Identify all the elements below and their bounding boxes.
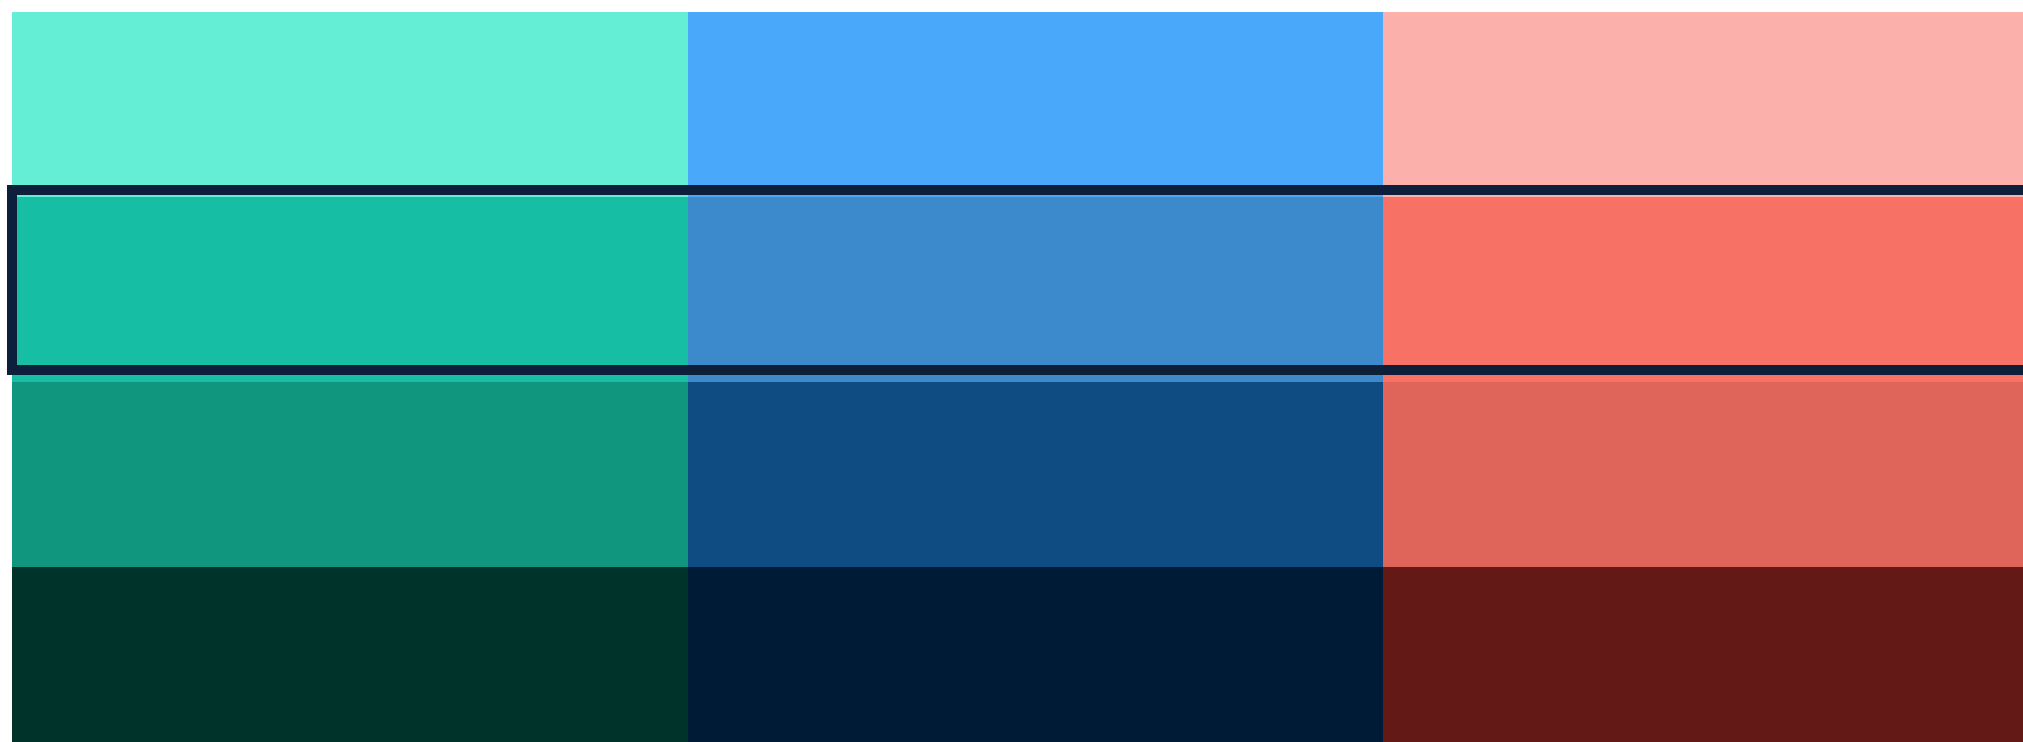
swatch-teal-dark[interactable] <box>12 382 688 567</box>
swatch-blue-darkest[interactable] <box>688 567 1383 742</box>
swatch-blue-dark[interactable] <box>688 382 1383 567</box>
swatch-teal-light[interactable] <box>12 12 688 197</box>
color-palette-grid <box>12 12 2023 742</box>
swatch-teal-darkest[interactable] <box>12 567 688 742</box>
swatch-blue-light[interactable] <box>688 12 1383 197</box>
swatch-red-light[interactable] <box>1383 12 2023 197</box>
swatch-red-dark[interactable] <box>1383 382 2023 567</box>
selected-row-outline <box>7 185 2023 375</box>
swatch-red-darkest[interactable] <box>1383 567 2023 742</box>
